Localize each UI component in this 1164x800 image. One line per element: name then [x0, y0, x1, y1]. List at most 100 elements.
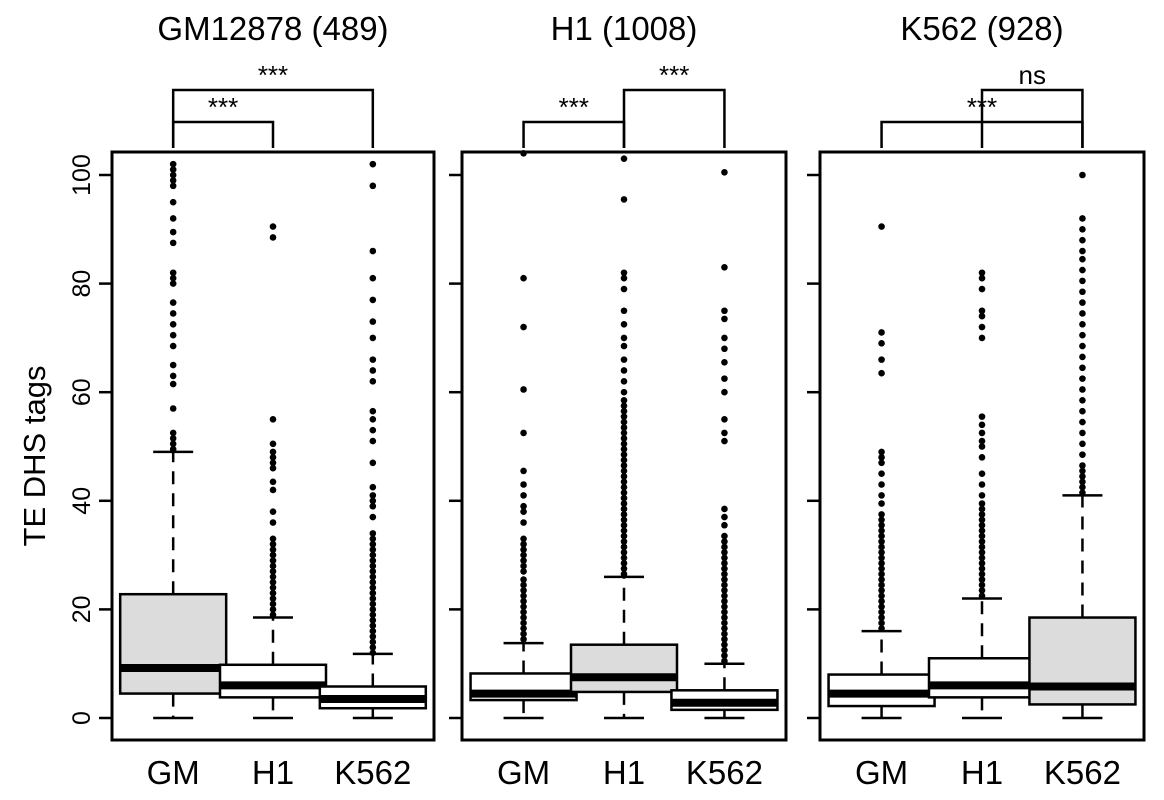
outlier-point — [878, 492, 885, 499]
outlier-point — [878, 619, 885, 627]
outlier-point — [269, 416, 277, 423]
outlier-point — [721, 345, 728, 353]
outlier-point — [369, 584, 377, 591]
outlier-point — [978, 443, 986, 450]
outlier-point — [369, 334, 377, 342]
outlier-point — [878, 500, 885, 507]
outlier-point — [978, 559, 986, 567]
outlier-point — [978, 570, 986, 578]
x-tick-label: GM — [855, 754, 908, 791]
outlier-point — [878, 532, 885, 540]
outlier-point — [520, 630, 527, 638]
chart-panels: 0 20 40 60 80 100 GM H1 K562 *** *** GM12878 (489) G… — [68, 10, 1146, 791]
outlier-point — [978, 549, 986, 556]
outlier-point — [878, 527, 885, 534]
outlier-point — [369, 437, 377, 445]
y-tick-label: 80 — [68, 270, 96, 298]
outlier-point — [369, 502, 377, 510]
outlier-point — [269, 600, 277, 608]
outlier-point — [721, 608, 728, 616]
outlier-point — [721, 592, 728, 600]
outlier-point — [520, 562, 527, 570]
outlier-point — [878, 565, 885, 572]
outlier-point — [1079, 418, 1086, 426]
outlier-point — [620, 500, 628, 507]
box-H1: H1 — [927, 269, 1037, 791]
outlier-point — [169, 274, 177, 282]
outlier-point — [269, 584, 277, 591]
outlier-point — [878, 576, 885, 583]
outlier-point — [978, 581, 986, 589]
outlier-point — [369, 492, 377, 499]
outlier-point — [978, 527, 986, 534]
outlier-point — [369, 513, 377, 521]
iqr-box — [218, 663, 328, 699]
outlier-point — [520, 274, 527, 282]
outlier-point — [620, 367, 628, 374]
outlier-point — [269, 606, 277, 613]
outlier-point — [269, 519, 277, 526]
outlier-point — [1079, 331, 1086, 339]
significance-bracket: ns — [980, 60, 1084, 148]
iqr-box — [118, 592, 228, 695]
x-tick-label: GM — [147, 754, 200, 791]
outlier-point — [721, 619, 728, 627]
outlier-point — [169, 331, 177, 339]
outlier-point — [369, 540, 377, 548]
outlier-point — [520, 467, 527, 475]
outlier-point — [721, 570, 728, 578]
outlier-point — [978, 511, 986, 518]
outlier-point — [1079, 478, 1086, 486]
outlier-point — [269, 595, 277, 602]
box-K562: K562 — [670, 168, 779, 791]
outlier-point — [878, 581, 885, 589]
x-tick-label: H1 — [252, 754, 294, 791]
outlier-point — [169, 215, 177, 222]
outlier-point — [620, 321, 628, 328]
outlier-point — [1079, 375, 1086, 382]
outlier-point — [620, 554, 628, 562]
significance-bracket: *** — [522, 92, 626, 148]
y-tick-label: 100 — [68, 154, 96, 196]
outlier-point — [721, 625, 728, 632]
outlier-point — [620, 418, 628, 426]
outlier-point — [721, 565, 728, 572]
outlier-point — [1079, 440, 1086, 448]
outlier-point — [978, 437, 986, 445]
box-H1: H1 — [569, 155, 679, 791]
outlier-point — [369, 638, 377, 646]
outlier-point — [978, 421, 986, 429]
outlier-point — [369, 367, 377, 374]
outlier-point — [878, 559, 885, 567]
outlier-point — [369, 274, 377, 282]
outlier-point — [1079, 407, 1086, 415]
outlier-point — [1079, 215, 1086, 222]
outlier-point — [620, 489, 628, 496]
outlier-point — [978, 505, 986, 513]
outlier-point — [878, 223, 885, 230]
outlier-point — [721, 657, 728, 665]
outlier-point — [721, 641, 728, 648]
outlier-point — [620, 378, 628, 385]
outlier-point — [978, 554, 986, 562]
x-tick-label: K562 — [334, 754, 411, 791]
outlier-point — [169, 429, 177, 437]
outlier-point — [169, 228, 177, 236]
outlier-point — [520, 557, 527, 564]
outlier-point — [1079, 342, 1086, 350]
outlier-point — [520, 581, 527, 589]
outlier-point — [878, 356, 885, 363]
outlier-point — [978, 285, 986, 293]
box-GM: GM — [827, 223, 936, 791]
plot-frame — [460, 150, 788, 742]
y-axis — [449, 173, 462, 720]
outlier-point — [269, 234, 277, 241]
outlier-point — [721, 388, 728, 396]
outlier-point — [1079, 353, 1086, 361]
outlier-point — [520, 535, 527, 543]
panel-title: H1 (1008) — [551, 10, 698, 47]
outlier-point — [169, 239, 177, 247]
outlier-point — [721, 559, 728, 567]
outlier-point — [1079, 226, 1086, 233]
outlier-point — [1079, 236, 1086, 244]
